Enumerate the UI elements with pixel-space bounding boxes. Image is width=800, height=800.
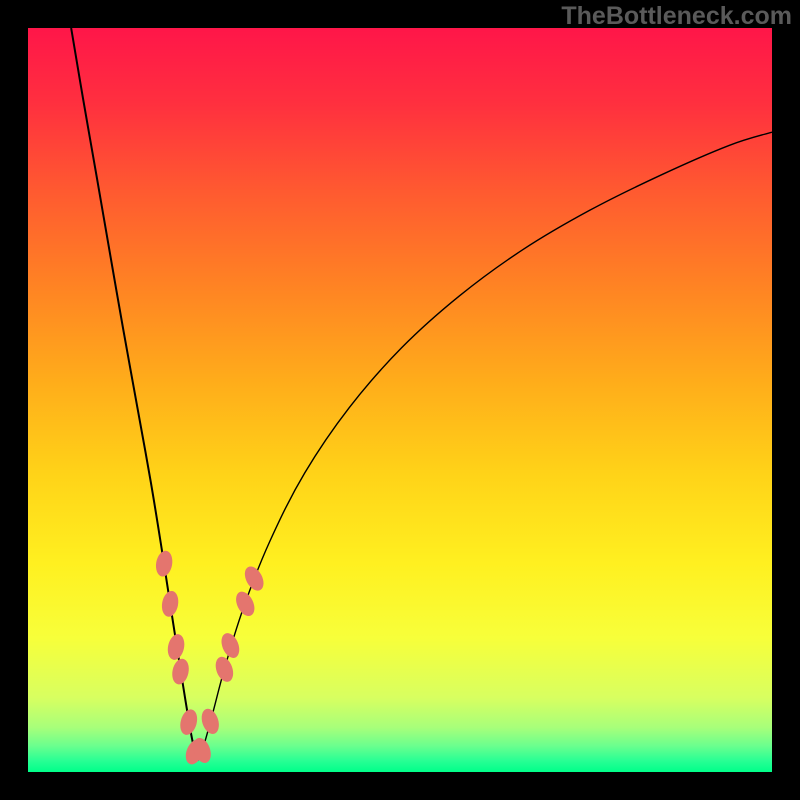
curve-marker	[212, 654, 236, 684]
curve-marker	[218, 630, 243, 660]
chart-container: TheBottleneck.com	[0, 0, 800, 800]
curve-marker	[170, 657, 191, 686]
curve-marker	[178, 708, 200, 737]
curve-marker	[166, 633, 187, 662]
curve-marker	[199, 707, 222, 737]
curve-marker	[154, 549, 174, 577]
curve-overlay	[0, 0, 800, 800]
curve-marker	[232, 589, 258, 619]
watermark-text: TheBottleneck.com	[561, 2, 792, 31]
curve-marker	[160, 590, 180, 618]
curve-marker	[241, 563, 267, 593]
curve-right-branch	[198, 132, 772, 761]
